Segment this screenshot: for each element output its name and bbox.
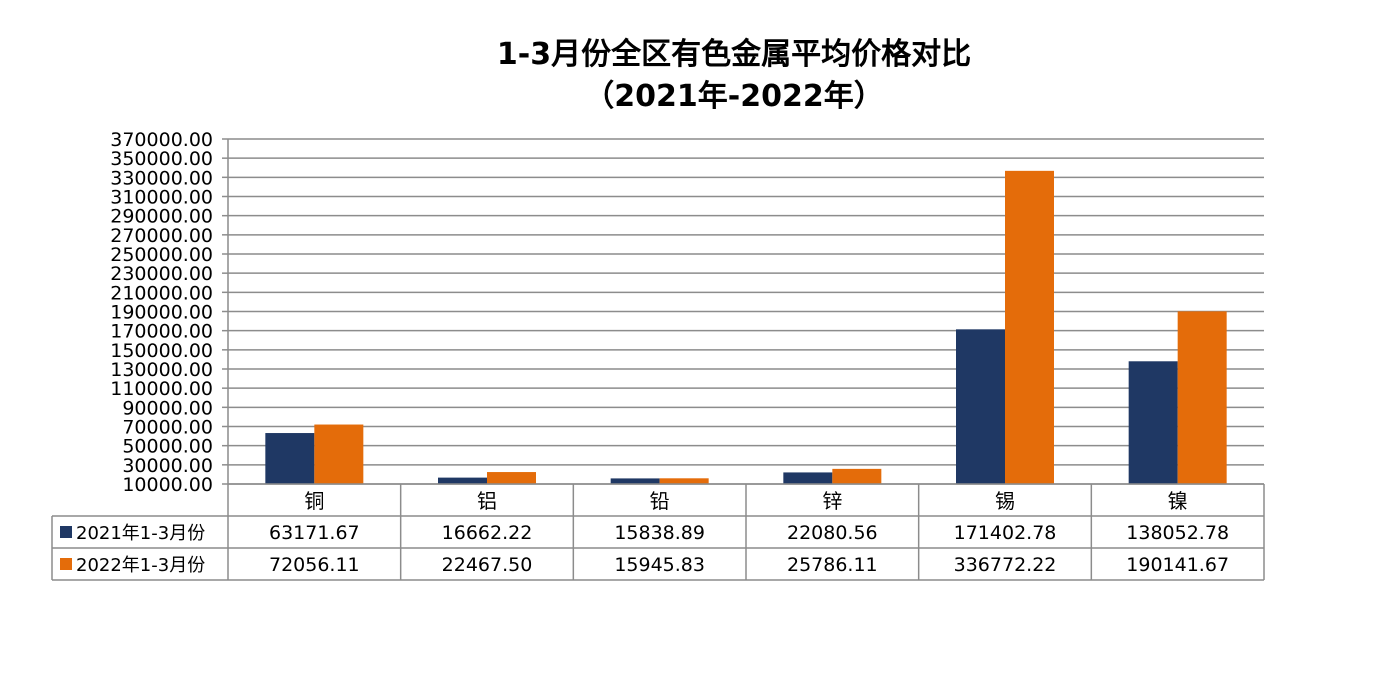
y-tick-label: 210000.00 <box>110 282 213 304</box>
bars <box>265 170 1227 484</box>
legend-swatch-2021 <box>60 526 72 538</box>
y-tick-label: 110000.00 <box>110 378 213 400</box>
bar-2021 <box>783 472 833 484</box>
bar-2021 <box>610 478 660 484</box>
bar-2022 <box>314 424 364 484</box>
data-label: 190141.67 <box>1126 554 1229 576</box>
y-tick-label: 10000.00 <box>122 474 213 496</box>
data-label: 16662.22 <box>442 522 533 544</box>
bar-2021 <box>956 329 1005 484</box>
category-label: 锌 <box>822 489 842 513</box>
chart-title-line2: （2021年-2022年） <box>584 79 883 114</box>
y-tick-label: 330000.00 <box>110 167 213 189</box>
data-label: 336772.22 <box>954 554 1057 576</box>
category-label: 铜 <box>304 489 324 513</box>
y-tick-label: 150000.00 <box>110 340 213 362</box>
bar-2022 <box>1005 170 1054 484</box>
y-tick-label: 370000.00 <box>110 129 213 151</box>
data-label: 63171.67 <box>269 522 360 544</box>
gridlines <box>227 138 1264 485</box>
data-label: 138052.78 <box>1126 522 1229 544</box>
chart-title-line1: 1-3月份全区有色金属平均价格对比 <box>497 37 971 72</box>
data-table: 铜 铝 铅 锌 锡 镍 2021年1-3月份 63171.67 16662.22 15838.89… <box>51 483 1265 581</box>
y-tick-label: 130000.00 <box>110 359 213 381</box>
y-tick-label: 310000.00 <box>110 187 213 209</box>
bar-2022 <box>1177 311 1227 484</box>
y-tick-label: 170000.00 <box>110 321 213 343</box>
data-label: 171402.78 <box>954 522 1057 544</box>
legend-swatch-2022 <box>60 558 72 570</box>
y-tick-label: 270000.00 <box>110 225 213 247</box>
category-label: 镍 <box>1168 489 1188 513</box>
data-label: 25786.11 <box>787 554 878 576</box>
y-tick-label: 90000.00 <box>122 397 213 419</box>
bar-2022 <box>487 472 536 484</box>
data-label: 22467.50 <box>442 554 533 576</box>
y-tick-label: 250000.00 <box>110 244 213 266</box>
bar-2022 <box>659 478 709 484</box>
bar-2022 <box>832 468 882 484</box>
data-label: 15945.83 <box>614 554 705 576</box>
data-label: 15838.89 <box>614 522 705 544</box>
y-tick-label: 190000.00 <box>110 302 213 324</box>
y-axis-ticks: 10000.0030000.0050000.0070000.0090000.00… <box>110 129 228 496</box>
data-label: 22080.56 <box>787 522 878 544</box>
y-tick-label: 350000.00 <box>110 148 213 170</box>
y-tick-label: 30000.00 <box>122 455 213 477</box>
bar-2021 <box>438 477 487 484</box>
y-tick-label: 50000.00 <box>122 436 213 458</box>
legend-label: 2021年1-3月份 <box>76 523 205 544</box>
bar-2021 <box>1128 361 1178 484</box>
category-label: 铅 <box>650 489 670 513</box>
y-tick-label: 290000.00 <box>110 206 213 228</box>
data-label: 72056.11 <box>269 554 360 576</box>
y-tick-label: 230000.00 <box>110 263 213 285</box>
category-label: 锡 <box>995 489 1015 513</box>
y-tick-label: 70000.00 <box>122 417 213 439</box>
legend-label: 2022年1-3月份 <box>76 555 205 576</box>
bar-2021 <box>265 433 315 484</box>
category-label: 铝 <box>477 489 497 513</box>
